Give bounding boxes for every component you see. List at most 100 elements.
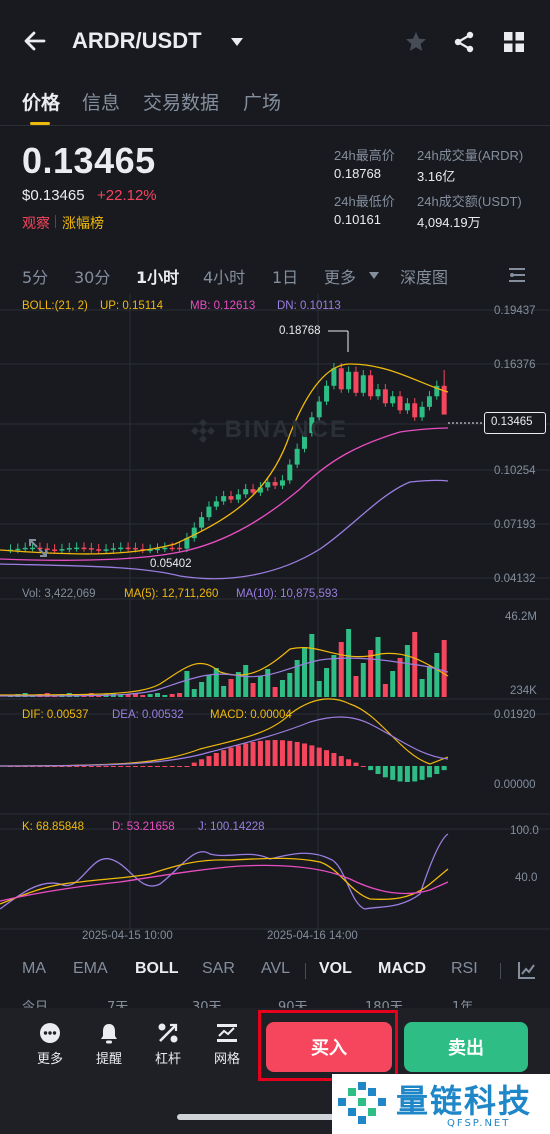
current-price-label: 0.13465 — [491, 416, 533, 428]
candle-body — [353, 371, 359, 393]
volume-bar — [140, 695, 146, 697]
indicator-bar: MA EMA BOLL SAR AVL VOL MACD RSI — [0, 950, 550, 990]
macd-bar — [206, 756, 212, 766]
kline-chart[interactable]: BOLL:(21, 2) UP: 0.15114 MB: 0.12613 DN:… — [0, 294, 550, 948]
caret-down-icon[interactable] — [368, 270, 380, 280]
grid-label: 网格 — [213, 1052, 240, 1067]
more-button[interactable]: 更多 — [22, 1022, 78, 1067]
macd-bar — [37, 766, 43, 767]
interval-1d[interactable]: 1日 — [272, 268, 299, 287]
dif-line — [0, 698, 449, 767]
tag-watch[interactable]: 观察 — [22, 216, 50, 232]
chart-canvas[interactable] — [0, 294, 550, 948]
indicator-vol[interactable]: VOL — [319, 960, 352, 977]
candle-body — [426, 396, 432, 407]
vol-axis-label: 234K — [510, 685, 537, 697]
macd-bar — [375, 766, 381, 774]
candle-body — [169, 547, 175, 550]
macd-axis-label: 0.00000 — [494, 779, 536, 791]
boll-legend: BOLL:(21, 2) — [22, 300, 88, 312]
share-icon[interactable] — [450, 28, 478, 56]
tab-trading-data[interactable]: 交易数据 — [143, 92, 220, 114]
candle-body — [96, 549, 102, 551]
macd-bar — [279, 740, 285, 766]
boll-up-line — [0, 363, 449, 555]
tab-price[interactable]: 价格 — [22, 92, 61, 114]
grid-icon[interactable] — [500, 28, 528, 56]
macd-bar — [132, 766, 138, 767]
bell-icon — [98, 1022, 120, 1044]
volume-bar — [265, 669, 271, 697]
usd-price: $0.13465 — [22, 187, 85, 204]
indicator-chart-icon[interactable] — [516, 959, 538, 981]
stat-high-value: 0.18768 — [334, 166, 381, 181]
candle-body — [184, 538, 190, 549]
candle-body — [390, 396, 396, 404]
volume-bar — [272, 687, 278, 697]
macd-bar — [74, 766, 80, 767]
interval-5m[interactable]: 5分 — [22, 268, 49, 287]
candle-body — [147, 549, 153, 552]
tab-info[interactable]: 信息 — [82, 92, 121, 114]
indicator-avl[interactable]: AVL — [261, 960, 291, 977]
price-axis-label: 0.16376 — [494, 359, 536, 371]
candle-body — [59, 549, 65, 551]
candle-body — [22, 547, 28, 550]
interval-30m[interactable]: 30分 — [74, 268, 111, 287]
expand-icon[interactable] — [26, 536, 50, 560]
arrow-left-icon[interactable] — [20, 26, 50, 56]
interval-more[interactable]: 更多 — [324, 268, 357, 287]
indicator-ma[interactable]: MA — [22, 960, 46, 977]
candle-body — [132, 547, 138, 550]
volume-bar — [132, 693, 138, 697]
interval-4h[interactable]: 4小时 — [203, 268, 246, 287]
macd-bar — [382, 766, 388, 778]
candle-body — [155, 548, 160, 551]
indicator-boll[interactable]: BOLL — [135, 960, 179, 977]
volume-bar — [206, 675, 212, 697]
ma5-legend: MA(5): 12,711,260 — [124, 588, 219, 600]
buy-button[interactable]: 买入 — [266, 1022, 392, 1072]
volume-bar — [375, 637, 381, 697]
candle-body — [118, 547, 124, 550]
volume-bar — [257, 676, 263, 697]
more-dots-icon — [39, 1022, 61, 1044]
time-axis-label: 2025-04-16 14:00 — [267, 930, 358, 942]
indicator-macd[interactable]: MACD — [378, 960, 426, 977]
chart-settings-icon[interactable] — [506, 265, 528, 285]
macd-bar — [235, 745, 241, 766]
vol-ma5-line — [0, 647, 449, 696]
candle-body — [419, 406, 425, 418]
indicator-sar[interactable]: SAR — [202, 960, 235, 977]
star-icon[interactable] — [402, 28, 430, 56]
indicator-rsi[interactable]: RSI — [451, 960, 478, 977]
caret-down-icon[interactable] — [228, 33, 246, 51]
tab-square[interactable]: 广场 — [243, 92, 282, 114]
volume-bar — [338, 642, 344, 697]
interval-1h[interactable]: 1小时 — [136, 268, 180, 287]
volume-bar — [353, 676, 359, 697]
price-change: +22.12% — [97, 187, 157, 204]
grid-trading-button[interactable]: 网格 — [199, 1022, 255, 1067]
macd-bar — [213, 753, 219, 766]
candle-body — [15, 548, 21, 551]
sell-button[interactable]: 卖出 — [404, 1022, 528, 1072]
stat-low-label: 24h最低价 — [334, 194, 395, 209]
pair-title[interactable]: ARDR/USDT — [72, 28, 202, 53]
candle-body — [250, 489, 256, 493]
indicator-ema[interactable]: EMA — [73, 960, 108, 977]
binance-watermark: BINANCE — [190, 416, 348, 444]
interval-depth[interactable]: 深度图 — [400, 268, 449, 287]
candle-body — [272, 482, 278, 486]
macd-bar — [331, 753, 337, 766]
candle-body — [243, 489, 249, 495]
macd-bar — [52, 766, 58, 767]
candle-body — [324, 385, 330, 402]
tag-gainers[interactable]: 涨幅榜 — [62, 216, 104, 232]
home-indicator[interactable] — [177, 1114, 373, 1120]
buy-highlight-frame — [258, 1010, 398, 1081]
site-watermark: 量链科技 QFSP.NET — [332, 1074, 550, 1134]
alert-button[interactable]: 提醒 — [81, 1022, 137, 1067]
volume-bar — [177, 693, 183, 697]
leverage-button[interactable]: 杠杆 — [140, 1022, 196, 1067]
